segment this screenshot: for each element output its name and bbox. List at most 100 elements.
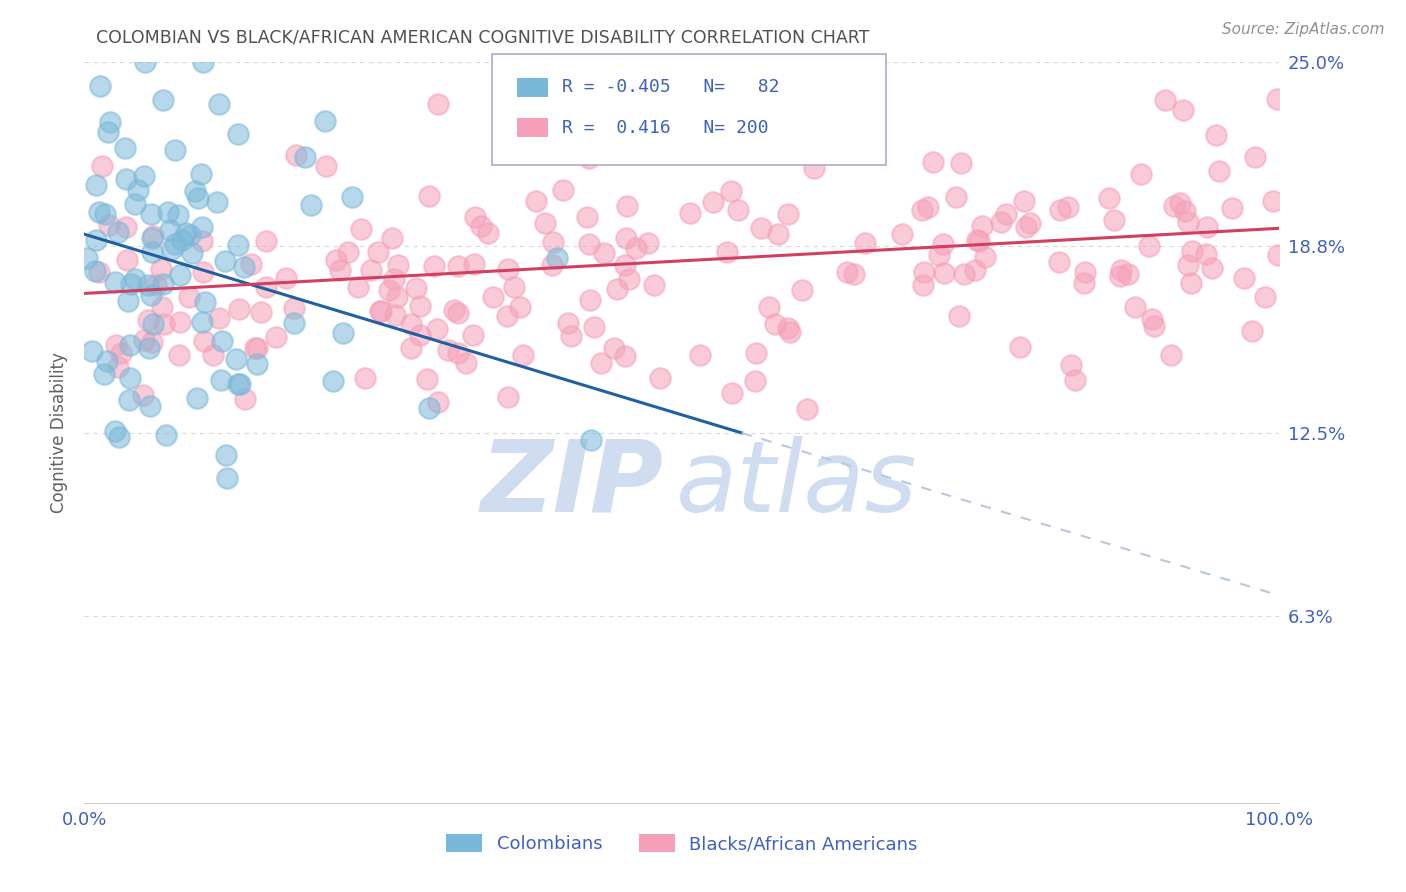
- Point: [215, 471, 238, 485]
- Point: [405, 280, 427, 294]
- Point: [134, 55, 156, 70]
- Point: [583, 320, 606, 334]
- Point: [1049, 203, 1071, 218]
- Point: [643, 278, 665, 293]
- Point: [1118, 267, 1140, 281]
- Point: [1109, 269, 1132, 284]
- Point: [193, 334, 215, 349]
- Point: [509, 300, 531, 314]
- Point: [239, 257, 262, 271]
- Point: [141, 244, 163, 259]
- Point: [461, 327, 484, 342]
- Point: [579, 433, 602, 447]
- Point: [233, 260, 256, 274]
- Point: [132, 169, 155, 183]
- Point: [1015, 220, 1038, 235]
- Point: [689, 348, 711, 362]
- Point: [727, 202, 749, 217]
- Point: [107, 359, 129, 374]
- Point: [1137, 239, 1160, 253]
- Point: [763, 317, 786, 331]
- Point: [932, 236, 955, 251]
- Point: [283, 316, 305, 330]
- Point: [409, 299, 432, 313]
- Point: [1104, 212, 1126, 227]
- Point: [948, 309, 970, 323]
- Point: [283, 301, 305, 316]
- Point: [104, 275, 127, 289]
- Point: [749, 220, 772, 235]
- Point: [156, 205, 179, 219]
- Point: [228, 376, 250, 391]
- Point: [426, 322, 449, 336]
- Point: [1267, 248, 1289, 262]
- Point: [276, 271, 298, 285]
- Point: [1171, 103, 1194, 117]
- Point: [1177, 215, 1199, 229]
- Point: [209, 373, 232, 387]
- Point: [758, 300, 780, 314]
- Point: [93, 367, 115, 381]
- Point: [124, 197, 146, 211]
- Point: [160, 242, 183, 256]
- Point: [557, 316, 579, 330]
- Point: [1244, 150, 1267, 164]
- Point: [315, 160, 337, 174]
- Point: [264, 330, 287, 344]
- Point: [1205, 128, 1227, 143]
- Point: [399, 317, 422, 331]
- Point: [974, 250, 997, 264]
- Point: [285, 148, 308, 162]
- Point: [138, 278, 160, 293]
- Point: [721, 386, 744, 401]
- Text: atlas: atlas: [676, 436, 918, 533]
- Point: [76, 251, 98, 265]
- Point: [384, 309, 406, 323]
- Point: [314, 114, 336, 128]
- Point: [80, 344, 103, 359]
- Point: [340, 190, 363, 204]
- Point: [606, 283, 628, 297]
- Point: [114, 141, 136, 155]
- Point: [1130, 167, 1153, 181]
- Point: [190, 315, 212, 329]
- Point: [1098, 191, 1121, 205]
- Point: [593, 246, 616, 260]
- Point: [779, 325, 801, 339]
- Point: [152, 277, 174, 292]
- Point: [152, 94, 174, 108]
- Point: [768, 227, 790, 241]
- Point: [169, 315, 191, 329]
- Point: [427, 394, 450, 409]
- Point: [921, 155, 943, 169]
- Point: [132, 333, 155, 347]
- Point: [98, 219, 121, 233]
- Point: [928, 248, 950, 262]
- Point: [229, 377, 252, 392]
- Point: [502, 279, 524, 293]
- Point: [648, 370, 671, 384]
- Point: [853, 236, 876, 251]
- Point: [463, 256, 485, 270]
- Point: [94, 206, 117, 220]
- Point: [669, 115, 692, 129]
- Point: [1195, 246, 1218, 260]
- Point: [141, 334, 163, 349]
- Point: [399, 341, 422, 355]
- Point: [945, 190, 967, 204]
- Point: [624, 241, 647, 255]
- Point: [215, 448, 238, 462]
- Point: [725, 114, 748, 128]
- Point: [932, 266, 955, 280]
- Point: [953, 267, 976, 281]
- Point: [153, 317, 176, 331]
- Point: [246, 357, 269, 371]
- Point: [1201, 261, 1223, 276]
- Point: [464, 210, 486, 224]
- Point: [409, 327, 432, 342]
- Point: [841, 130, 863, 145]
- Point: [969, 235, 991, 249]
- Point: [115, 172, 138, 186]
- Point: [418, 189, 440, 203]
- Point: [191, 219, 214, 234]
